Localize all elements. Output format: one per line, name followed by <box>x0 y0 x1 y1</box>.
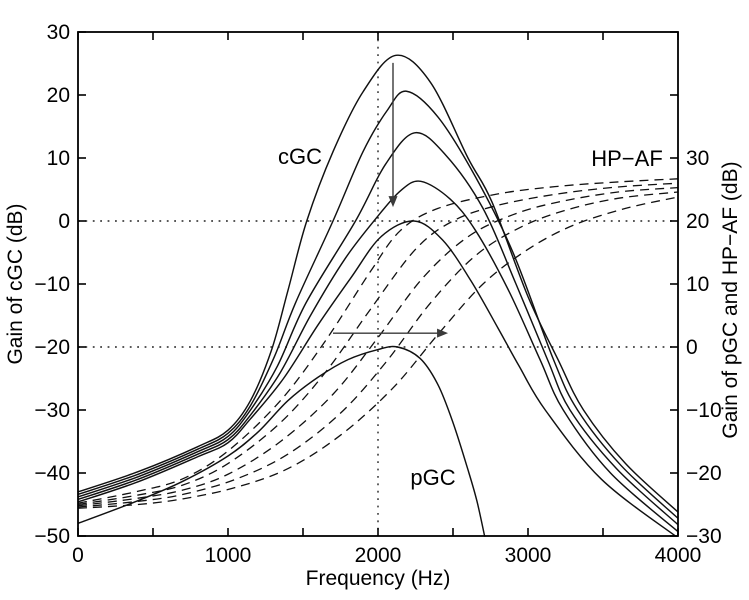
x-axis-tick-label: 2000 <box>355 544 402 567</box>
hpaf-curve-10 <box>77 196 679 509</box>
right-axis-tick-label: 10 <box>686 273 709 296</box>
cgc-curve-4 <box>77 220 678 537</box>
level-decrease-arrow-down <box>388 62 398 208</box>
x-axis-tick-label: 4000 <box>655 544 702 567</box>
x-axis-tick-label: 3000 <box>505 544 552 567</box>
left-axis-tick-label: 20 <box>47 84 70 107</box>
cgc-curve-1 <box>77 90 679 519</box>
pgc-curve-5 <box>77 345 486 537</box>
curve-label-annotation: HP−AF <box>591 146 663 171</box>
hpaf-curve-6 <box>77 178 679 504</box>
left-axis-tick-label: −10 <box>34 273 70 296</box>
right-axis-tick-label: −30 <box>686 525 722 548</box>
left-axis-tick-label: −30 <box>34 399 70 422</box>
frequency-shift-arrow-right <box>333 328 449 338</box>
right-y-axis-label: Gain of pGC and HP−AF (dB) <box>719 161 742 438</box>
left-axis-tick-label: −50 <box>34 525 70 548</box>
right-axis-tick-label: 20 <box>686 210 709 233</box>
left-axis-tick-label: −20 <box>34 336 70 359</box>
x-axis-tick-label: 1000 <box>205 544 252 567</box>
left-axis-tick-label: 0 <box>58 210 70 233</box>
curve-label-annotation: pGC <box>410 465 455 490</box>
right-axis-tick-label: 30 <box>686 147 709 170</box>
curves-layer <box>77 54 679 537</box>
left-y-axis-label: Gain of cGC (dB) <box>4 203 27 364</box>
hpaf-curve-7 <box>77 182 679 506</box>
right-axis-tick-label: −20 <box>686 462 722 485</box>
right-axis-tick-label: −10 <box>686 399 722 422</box>
x-axis-label: Frequency (Hz) <box>306 567 451 590</box>
right-axis-tick-label: 0 <box>686 336 698 359</box>
left-axis-tick-label: 30 <box>47 21 70 44</box>
cgc-curve-0 <box>77 54 679 513</box>
cgc-curve-2 <box>77 132 679 526</box>
left-axis-tick-label: 10 <box>47 147 70 170</box>
curve-label-annotation: cGC <box>278 144 322 169</box>
hpaf-curve-9 <box>77 191 679 508</box>
hpaf-curve-8 <box>77 186 679 507</box>
x-axis-tick-label: 0 <box>72 544 84 567</box>
left-axis-tick-label: −40 <box>34 462 70 485</box>
